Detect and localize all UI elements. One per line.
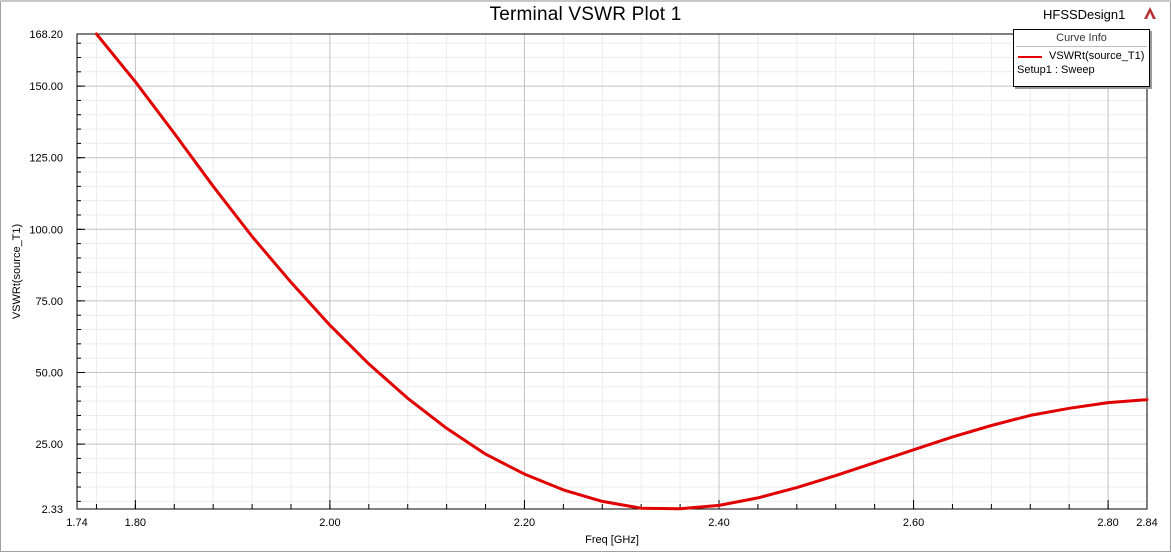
y-tick-label: 168.20 bbox=[29, 29, 63, 41]
x-tick-label: 1.74 bbox=[66, 517, 87, 529]
legend-swatch bbox=[1018, 56, 1042, 58]
legend-series-label: VSWRt(source_T1) bbox=[1049, 50, 1145, 62]
y-tick-label: 2.33 bbox=[42, 504, 63, 516]
minor-grid bbox=[77, 34, 1147, 509]
legend-title: Curve Info bbox=[1016, 30, 1147, 47]
y-axis-title: VSWRt(source_T1) bbox=[11, 224, 23, 319]
plot-title: Terminal VSWR Plot 1 bbox=[489, 4, 682, 25]
x-tick-label: 2.80 bbox=[1097, 517, 1118, 529]
x-axis-tick-labels: 1.74 1.80 2.00 2.20 2.40 2.60 2.80 2.84 bbox=[66, 517, 1157, 529]
y-tick-label: 50.00 bbox=[35, 367, 63, 379]
ansys-logo-icon bbox=[1144, 7, 1156, 19]
legend-entry[interactable]: VSWRt(source_T1) bbox=[1014, 49, 1149, 64]
x-tick-label: 2.40 bbox=[708, 517, 729, 529]
y-axis-ticks bbox=[77, 33, 85, 510]
major-grid bbox=[77, 34, 1147, 509]
y-tick-label: 150.00 bbox=[29, 81, 63, 93]
y-tick-label: 75.00 bbox=[35, 296, 63, 308]
x-tick-label: 1.80 bbox=[125, 517, 146, 529]
y-tick-label: 125.00 bbox=[29, 153, 63, 165]
legend-setup-label: Setup1 : Sweep bbox=[1017, 64, 1095, 76]
x-axis-title: Freq [GHz] bbox=[585, 534, 639, 546]
x-tick-label: 2.84 bbox=[1136, 517, 1157, 529]
y-tick-label: 100.00 bbox=[29, 224, 63, 236]
design-name: HFSSDesign1 bbox=[1043, 7, 1126, 22]
y-axis-tick-labels: 2.33 25.00 50.00 75.00 100.00 125.00 150.00 168… bbox=[29, 29, 63, 516]
series-line-vswrt-source-t1[interactable] bbox=[95, 32, 1149, 511]
x-tick-label: 2.20 bbox=[514, 517, 535, 529]
y-tick-label: 25.00 bbox=[35, 439, 63, 451]
x-tick-label: 2.00 bbox=[319, 517, 340, 529]
plot-border bbox=[76, 33, 1148, 510]
x-tick-label: 2.60 bbox=[903, 517, 924, 529]
window-top-border bbox=[0, 0, 1171, 2]
curve-info-legend[interactable]: Curve Info VSWRt(source_T1) Setup1 : Swe… bbox=[1013, 29, 1150, 87]
